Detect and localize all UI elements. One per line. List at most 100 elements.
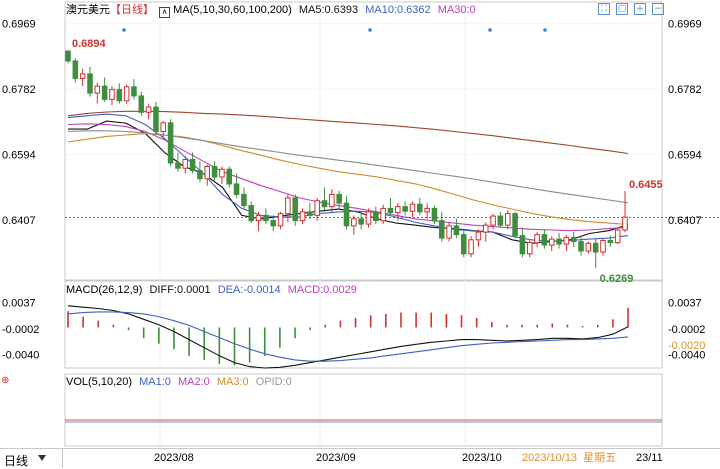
ma-icon: ∧ (159, 7, 171, 18)
candle-body (79, 73, 86, 79)
period-tab[interactable]: 日线 (0, 450, 62, 468)
expand-icon[interactable]: ⛶ (598, 3, 610, 15)
macd-panel (67, 305, 629, 369)
vol-ma1: MA1:0 (139, 376, 171, 388)
price-tick-right: 0.6594 (668, 150, 702, 162)
candle-body (270, 220, 276, 227)
candle-body (475, 231, 482, 241)
candle-body (138, 95, 145, 113)
candle-body (248, 205, 254, 222)
price-tick-right: 0.6782 (668, 84, 702, 96)
date-label-end: 23/11 (636, 452, 663, 464)
candlesticks (65, 49, 628, 269)
candle-body (365, 211, 372, 225)
date-label-aug: 2023/08 (154, 452, 194, 464)
macd-header: MACD(26,12,9) DIFF:0.0001 DEA:-0.0014 MA… (66, 283, 357, 297)
macd-right-label: -0.0020 (668, 340, 705, 352)
event-marker-dot (543, 28, 547, 32)
candle-body (592, 242, 599, 253)
zoom-in-icon[interactable]: + (634, 3, 646, 15)
period-label[interactable]: 【日线】 (110, 4, 154, 16)
candle-body (241, 193, 247, 207)
candle-body (123, 86, 130, 102)
fit-icon[interactable]: ▢ (616, 3, 628, 15)
zoom-out-icon[interactable]: − (652, 3, 664, 15)
price-tick-left: 0.6407 (2, 215, 36, 227)
macd-tick-left: 0.0037 (2, 297, 36, 309)
price-tick-left: 0.6969 (2, 19, 36, 31)
macd-params[interactable]: MACD(26,12,9) (66, 284, 143, 296)
period-tab-label: 日线 (4, 454, 29, 468)
tab-arrow-icon (38, 455, 46, 461)
candle-body (622, 216, 628, 231)
candle-body (504, 213, 511, 226)
candle-body (395, 206, 401, 214)
candle-body (409, 203, 416, 212)
candle-body (607, 240, 614, 244)
macd-tick-right: 0.0037 (668, 297, 702, 309)
candle-body (446, 225, 452, 239)
candle-body (497, 215, 504, 226)
candle-body (526, 242, 533, 255)
high-price-label: 0.6894 (72, 38, 107, 50)
macd-diff: DIFF:0.0001 (149, 284, 211, 296)
macd-tick-left: -0.0040 (2, 349, 39, 361)
vol-params[interactable]: VOL(5,10,20) (66, 376, 133, 388)
current-weekday: 星期五 (583, 452, 617, 464)
ma30-value: MA30:0 (437, 4, 476, 16)
candle-body (197, 170, 203, 180)
panel-frame-0 (64, 1, 663, 281)
volume-panel (65, 419, 662, 423)
candle-body (277, 213, 284, 227)
current-date: 2023/10/13 (522, 452, 578, 464)
candle-body (482, 224, 489, 233)
candle-body (460, 234, 467, 255)
vol-ma2: MA2:0 (177, 376, 210, 388)
candle-body (336, 193, 342, 204)
candle-body (314, 200, 320, 216)
candle-body (570, 236, 577, 243)
candle-body (439, 220, 445, 239)
candle-body (343, 202, 350, 227)
candle-body (204, 165, 211, 180)
candle-body (189, 158, 196, 172)
candle-body (614, 229, 621, 244)
candle-body (285, 197, 291, 215)
candle-body (351, 218, 357, 227)
candle-body (131, 86, 137, 97)
macd-tick-right: -0.0002 (668, 324, 705, 336)
candle-body (145, 106, 152, 113)
panel-frame-2 (64, 373, 663, 447)
candle-body (307, 211, 313, 216)
crosshair-icon[interactable]: ⊕ (1, 375, 10, 386)
candle-body (402, 206, 408, 212)
candle-body (72, 60, 79, 79)
candle-body (387, 207, 394, 214)
candle-body (417, 203, 423, 213)
candle-body (226, 168, 233, 185)
macd-dea: DEA:-0.0014 (217, 284, 281, 296)
price-tick-left: 0.6782 (2, 84, 36, 96)
candle-body (65, 50, 71, 62)
candle-body (468, 239, 474, 255)
panel-frame-1 (64, 280, 663, 369)
candle-body (578, 241, 584, 252)
event-marker-dot (122, 28, 126, 32)
ma-params[interactable]: MA(5,10,30,60,100,200) (173, 4, 292, 16)
vol-ma3: MA3:0 (216, 376, 249, 388)
candle-body (160, 122, 167, 133)
candle-body (211, 165, 218, 178)
date-label-sep: 2023/09 (316, 452, 356, 464)
candle-body (116, 89, 123, 102)
candle-body (299, 211, 306, 222)
candle-body (182, 158, 189, 169)
price-tick-left: 0.6594 (2, 150, 36, 162)
candle-body (94, 85, 101, 94)
price-tick-right: 0.6969 (668, 19, 702, 31)
candle-body (453, 225, 460, 236)
ma10-value: MA10:0.6362 (365, 4, 431, 16)
current-date-label: 2023/10/13 星期五 (522, 451, 616, 465)
candle-body (219, 168, 225, 178)
